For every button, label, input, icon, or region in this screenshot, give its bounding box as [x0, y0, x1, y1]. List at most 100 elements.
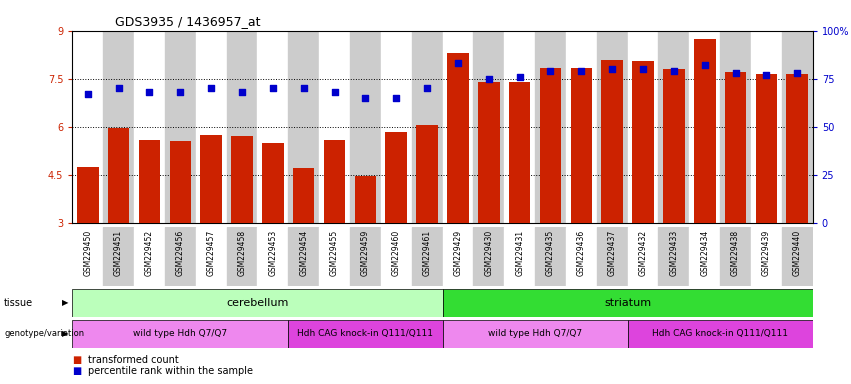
Text: cerebellum: cerebellum	[226, 298, 288, 308]
Bar	[72, 31, 103, 223]
Bar	[447, 53, 469, 223]
Text: ▶: ▶	[62, 329, 69, 338]
Point	[420, 85, 434, 91]
Bar	[786, 74, 808, 223]
Text: GSM229452: GSM229452	[145, 230, 154, 276]
Bar	[196, 227, 226, 286]
Bar	[627, 320, 813, 348]
Text: GSM229458: GSM229458	[237, 230, 247, 276]
Text: GSM229461: GSM229461	[423, 230, 431, 276]
Text: GSM229434: GSM229434	[700, 230, 709, 276]
Point	[143, 89, 157, 95]
Bar	[535, 227, 566, 286]
Point	[513, 74, 527, 80]
Point	[235, 89, 248, 95]
Bar	[504, 31, 535, 223]
Bar	[226, 227, 257, 286]
Text: GSM229436: GSM229436	[577, 230, 585, 276]
Text: GSM229456: GSM229456	[176, 230, 185, 276]
Text: GSM229429: GSM229429	[454, 230, 462, 276]
Point	[390, 95, 403, 101]
Bar	[226, 31, 257, 223]
Bar	[659, 227, 689, 286]
Bar	[720, 227, 751, 286]
Bar	[756, 74, 777, 223]
Text: wild type Hdh Q7/Q7: wild type Hdh Q7/Q7	[134, 329, 227, 338]
Bar	[473, 31, 504, 223]
Bar	[257, 31, 288, 223]
Point	[174, 89, 187, 95]
Point	[451, 60, 465, 66]
Bar	[689, 227, 720, 286]
Bar	[570, 68, 592, 223]
Bar	[72, 289, 443, 317]
Bar	[165, 31, 196, 223]
Bar	[627, 227, 659, 286]
Point	[328, 89, 341, 95]
Bar	[597, 31, 627, 223]
Point	[204, 85, 218, 91]
Bar	[443, 320, 627, 348]
Text: GSM229433: GSM229433	[670, 230, 678, 276]
Text: GSM229459: GSM229459	[361, 230, 370, 276]
Bar	[473, 227, 504, 286]
Text: genotype/variation: genotype/variation	[4, 329, 84, 338]
Text: Hdh CAG knock-in Q111/Q111: Hdh CAG knock-in Q111/Q111	[297, 329, 433, 338]
Text: GSM229457: GSM229457	[207, 230, 215, 276]
Bar	[782, 31, 813, 223]
Point	[667, 68, 681, 74]
Bar	[751, 227, 782, 286]
Bar	[535, 31, 566, 223]
Text: ■: ■	[72, 366, 82, 376]
Bar	[319, 31, 350, 223]
Point	[297, 85, 311, 91]
Bar	[478, 82, 500, 223]
Bar	[319, 227, 350, 286]
Text: Hdh CAG knock-in Q111/Q111: Hdh CAG knock-in Q111/Q111	[652, 329, 788, 338]
Text: GSM229431: GSM229431	[515, 230, 524, 276]
Text: GSM229432: GSM229432	[638, 230, 648, 276]
Text: transformed count: transformed count	[88, 355, 179, 365]
Bar	[350, 31, 380, 223]
Bar	[412, 31, 443, 223]
Bar	[386, 132, 407, 223]
Point	[81, 91, 94, 97]
Bar	[139, 139, 160, 223]
Text: GSM229454: GSM229454	[300, 230, 308, 276]
Text: GSM229455: GSM229455	[330, 230, 339, 276]
Bar	[380, 31, 412, 223]
Bar	[689, 31, 720, 223]
Point	[698, 62, 711, 68]
Bar	[720, 31, 751, 223]
Bar	[443, 289, 813, 317]
Bar	[355, 176, 376, 223]
Text: striatum: striatum	[604, 298, 651, 308]
Point	[266, 85, 280, 91]
Bar	[632, 61, 654, 223]
Point	[728, 70, 742, 76]
Text: GSM229451: GSM229451	[114, 230, 123, 276]
Bar	[725, 72, 746, 223]
Point	[760, 72, 774, 78]
Bar	[165, 227, 196, 286]
Bar	[103, 227, 134, 286]
Bar	[443, 227, 473, 286]
Bar	[509, 82, 530, 223]
Point	[637, 66, 650, 72]
Bar	[196, 31, 226, 223]
Point	[482, 76, 495, 82]
Bar	[602, 60, 623, 223]
Point	[791, 70, 804, 76]
Text: GSM229438: GSM229438	[731, 230, 740, 276]
Bar	[350, 227, 380, 286]
Bar	[751, 31, 782, 223]
Bar	[288, 320, 443, 348]
Text: ■: ■	[72, 355, 82, 365]
Bar	[659, 31, 689, 223]
Bar	[597, 227, 627, 286]
Text: GSM229440: GSM229440	[793, 230, 802, 276]
Bar	[380, 227, 412, 286]
Point	[111, 85, 125, 91]
Bar	[103, 31, 134, 223]
Bar	[134, 31, 165, 223]
